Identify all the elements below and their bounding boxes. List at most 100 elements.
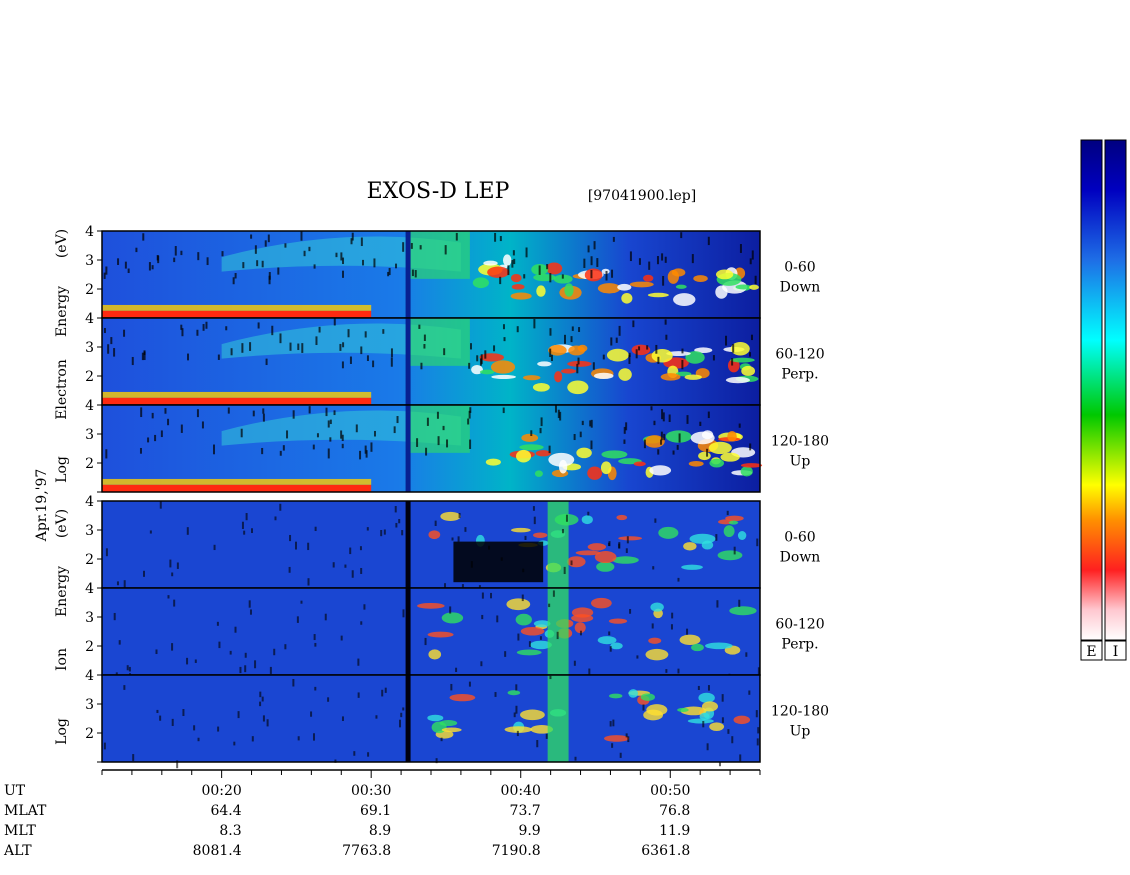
noise-mark <box>664 256 667 263</box>
noise-mark <box>400 712 403 718</box>
data-gap <box>405 675 411 762</box>
noise-mark <box>702 720 705 728</box>
noise-mark <box>340 430 343 439</box>
noise-mark <box>451 537 454 541</box>
panel-background <box>102 501 760 588</box>
y-axis-label: Log Ion Energy (eV) <box>54 509 70 745</box>
spectral-blob <box>633 461 646 467</box>
noise-mark <box>612 719 615 727</box>
noise-mark <box>395 522 398 528</box>
spectral-blob <box>533 532 548 538</box>
y-tick-label: 2 <box>85 726 94 742</box>
spectral-blob <box>603 735 630 742</box>
noise-mark <box>461 584 464 589</box>
noise-mark <box>271 325 274 336</box>
noise-mark <box>312 444 315 450</box>
noise-mark <box>250 234 253 239</box>
noise-mark <box>756 538 759 547</box>
row-value-mlt: 9.9 <box>518 823 540 839</box>
noise-mark <box>301 343 304 353</box>
spectral-blob <box>688 460 704 467</box>
noise-mark <box>341 716 344 722</box>
electron-band-feature <box>221 323 461 359</box>
noise-mark <box>681 348 684 354</box>
noise-mark <box>556 631 559 640</box>
noise-mark <box>314 642 317 647</box>
noise-mark <box>590 440 593 450</box>
noise-mark <box>545 733 548 739</box>
noise-mark <box>143 350 146 355</box>
noise-mark <box>390 357 393 367</box>
noise-mark <box>268 275 271 285</box>
noise-mark <box>686 628 689 635</box>
noise-mark <box>262 408 265 414</box>
noise-mark <box>610 337 613 346</box>
spectral-blob <box>628 689 638 698</box>
noise-mark <box>655 344 658 354</box>
noise-mark <box>159 715 162 721</box>
noise-mark <box>577 357 580 365</box>
noise-mark <box>611 743 614 748</box>
spectral-blob <box>727 431 737 442</box>
noise-mark <box>279 450 282 456</box>
spectral-blob <box>612 556 639 564</box>
spectral-blob <box>730 341 750 356</box>
noise-mark <box>632 320 635 328</box>
spectral-blob <box>608 618 628 624</box>
noise-mark <box>148 262 151 271</box>
noise-mark <box>648 261 651 270</box>
noise-mark <box>205 321 208 329</box>
noise-mark <box>590 256 593 266</box>
noise-mark <box>155 649 158 655</box>
data-gap <box>405 231 411 318</box>
spectral-blob <box>566 556 586 568</box>
noise-mark <box>676 444 679 450</box>
row-value-mlat: 76.8 <box>659 803 690 819</box>
y-axis-label-part: Electron <box>54 359 70 420</box>
noise-mark <box>490 592 493 599</box>
spectral-blob <box>510 292 532 300</box>
spectral-blob <box>749 284 759 290</box>
y-axis-label-part: (eV) <box>54 229 70 258</box>
spectral-blob <box>506 598 531 611</box>
noise-mark <box>549 675 552 680</box>
spectral-blob <box>504 726 533 733</box>
pitch-angle-direction: Down <box>780 280 821 296</box>
spectral-blob <box>548 344 567 356</box>
noise-mark <box>221 251 224 257</box>
y-tick-label: 4 <box>85 668 94 684</box>
noise-mark <box>103 742 106 750</box>
spectral-blob <box>675 284 687 289</box>
spectral-blob <box>617 283 632 291</box>
noise-mark <box>511 259 514 268</box>
noise-mark <box>117 258 120 265</box>
y-tick-label: 4 <box>85 311 94 327</box>
noise-mark <box>118 640 121 645</box>
spectral-blob <box>701 701 719 712</box>
noise-mark <box>364 331 367 338</box>
noise-mark <box>517 633 520 641</box>
spectral-blob <box>516 649 542 656</box>
noise-mark <box>726 510 729 516</box>
pitch-angle-range: 60-120 <box>775 347 824 363</box>
noise-mark <box>731 736 734 744</box>
noise-mark <box>242 262 245 269</box>
noise-mark <box>160 430 163 438</box>
noise-mark <box>193 725 196 731</box>
noise-mark <box>643 439 646 449</box>
electron-burst-feature <box>410 405 470 453</box>
spectral-blob <box>507 690 521 696</box>
noise-mark <box>507 265 510 276</box>
pitch-angle-direction: Up <box>790 454 811 470</box>
noise-mark <box>627 736 630 743</box>
noise-mark <box>105 548 108 557</box>
noise-mark <box>635 349 638 359</box>
noise-mark <box>264 240 267 247</box>
ion-vertical-feature <box>547 588 569 675</box>
noise-mark <box>341 361 344 369</box>
noise-mark <box>677 668 680 674</box>
noise-mark <box>381 689 384 697</box>
noise-mark <box>677 577 680 582</box>
spectral-blob <box>720 452 740 462</box>
spectral-blob <box>587 466 603 480</box>
